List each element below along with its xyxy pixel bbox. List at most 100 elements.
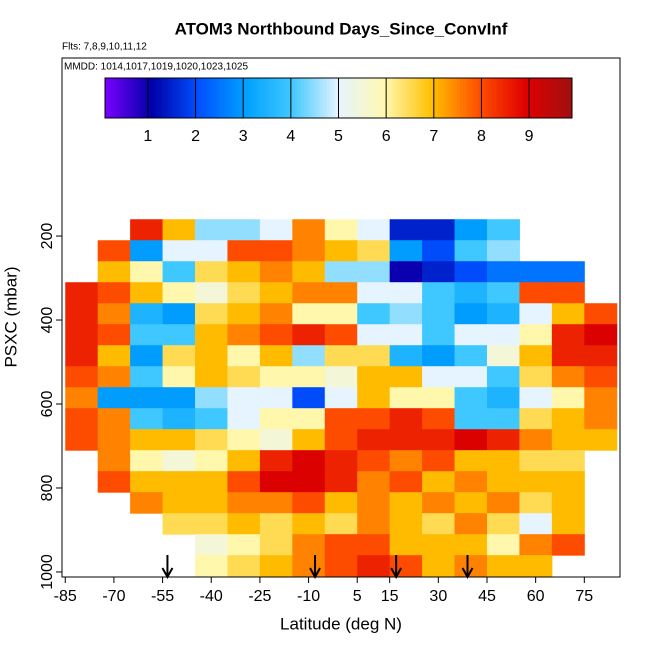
colorbar-slice: [450, 78, 455, 118]
heat-cell: [227, 534, 261, 556]
colorbar-slice: [179, 78, 184, 118]
heat-cell: [130, 261, 164, 283]
heat-cell: [259, 408, 293, 430]
heat-cell: [195, 471, 228, 493]
heat-cell: [65, 387, 99, 409]
heat-cell: [292, 450, 326, 472]
heat-cell: [292, 324, 326, 346]
colorbar-slice: [456, 78, 461, 118]
heat-cell: [324, 387, 358, 409]
heat-cell: [389, 513, 423, 535]
colorbar-slice: [157, 78, 162, 118]
heat-cell: [454, 282, 488, 304]
heat-cell: [259, 366, 293, 388]
colorbar-slice: [232, 78, 237, 118]
colorbar-slice: [335, 78, 339, 118]
colorbar-slice: [245, 78, 249, 118]
colorbar-slice: [394, 78, 399, 118]
colorbar-slice: [248, 78, 252, 118]
heat-cell: [324, 408, 358, 430]
heat-cell: [486, 261, 520, 283]
x-axis-label: Latitude (deg N): [280, 614, 402, 633]
colorbar-slice: [528, 78, 533, 118]
heat-cell: [162, 513, 196, 535]
heat-cell: [454, 471, 488, 493]
colorbar-slice: [491, 78, 495, 118]
colorbar-tick-label: 3: [239, 128, 248, 145]
colorbar-slice: [509, 78, 514, 118]
heat-cell: [519, 345, 553, 367]
colorbar-slice: [478, 78, 483, 118]
heat-cell: [519, 534, 553, 556]
colorbar-slice: [229, 78, 234, 118]
colorbar-slice: [123, 78, 128, 118]
heat-cell: [259, 219, 293, 241]
colorbar-slice: [428, 78, 433, 118]
heat-cell: [324, 219, 358, 241]
heat-cell: [195, 450, 228, 472]
heat-cell: [454, 387, 488, 409]
colorbar-slice: [550, 78, 554, 118]
colorbar-slice: [254, 78, 259, 118]
colorbar-slice: [406, 78, 411, 118]
heat-cell: [422, 261, 456, 283]
heat-cell: [227, 324, 261, 346]
heat-cell: [195, 345, 228, 367]
y-axis-label: PSXC (mbar): [1, 266, 20, 367]
heat-cell: [195, 324, 228, 346]
colorbar-slice: [338, 78, 343, 118]
heat-cell: [324, 513, 358, 535]
heat-cell: [97, 345, 131, 367]
colorbar-slice: [185, 78, 190, 118]
heat-cell: [195, 387, 228, 409]
heat-cell: [292, 471, 326, 493]
heat-cell: [486, 555, 520, 577]
colorbar-slice: [270, 78, 274, 118]
heat-cell: [486, 534, 520, 556]
colorbar-slice: [472, 78, 476, 118]
heat-cell: [259, 492, 293, 514]
colorbar-slice: [382, 78, 386, 118]
heat-cell: [227, 513, 261, 535]
colorbar-slice: [547, 78, 551, 118]
heat-cell: [389, 219, 423, 241]
heat-cell: [389, 303, 423, 325]
heat-cell: [357, 471, 391, 493]
heat-cell: [454, 555, 488, 577]
colorbar-slice: [369, 78, 374, 118]
colorbar-slice: [173, 78, 178, 118]
colorbar-slice: [503, 78, 508, 118]
heat-cell: [584, 303, 618, 325]
heat-cell: [454, 240, 488, 262]
heat-cell: [65, 408, 99, 430]
colorbar-slice: [459, 78, 464, 118]
heat-cell: [227, 366, 261, 388]
colorbar-slice: [512, 78, 517, 118]
heat-cell: [454, 429, 488, 451]
heat-cell: [195, 408, 228, 430]
heat-cell: [486, 408, 520, 430]
heat-cell: [422, 303, 456, 325]
heat-cell: [357, 429, 391, 451]
colorbar-tick-label: 8: [477, 128, 486, 145]
heat-cell: [486, 240, 520, 262]
heat-cell: [97, 429, 131, 451]
heat-cell: [551, 450, 585, 472]
colorbar-slice: [307, 78, 311, 118]
colorbar-slice: [319, 78, 324, 118]
heat-cell: [162, 408, 196, 430]
colorbar-slice: [235, 78, 240, 118]
colorbar-slice: [391, 78, 396, 118]
heat-cell: [357, 345, 391, 367]
colorbar-slice: [534, 78, 539, 118]
colorbar-slice: [416, 78, 420, 118]
heat-cell: [454, 366, 488, 388]
colorbar-slice: [344, 78, 349, 118]
heat-cell: [519, 324, 553, 346]
y-tick-label: 800: [39, 475, 56, 502]
colorbar-slice: [201, 78, 206, 118]
heat-cell: [97, 408, 131, 430]
heat-cell: [259, 555, 293, 577]
colorbar-slice: [463, 78, 467, 118]
heat-cell: [551, 282, 585, 304]
